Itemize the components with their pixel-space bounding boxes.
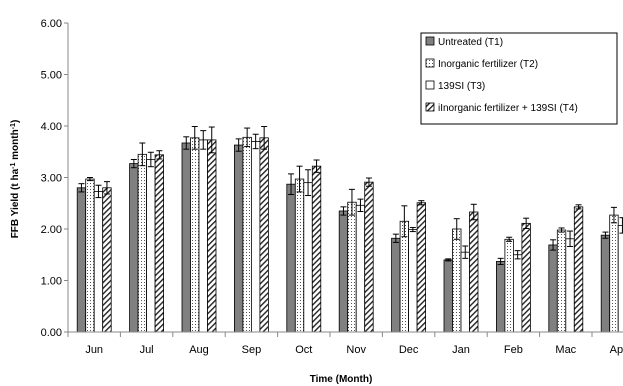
bar-3-mac xyxy=(565,238,575,333)
y-axis-title-mid: month xyxy=(10,129,21,162)
bar-1-sep xyxy=(233,144,244,333)
y-axis-title-end: ) xyxy=(10,120,21,123)
legend-label-4: iInorganic fertilizer + 139SI (T4) xyxy=(438,103,578,114)
x-tick-label: Jun xyxy=(85,344,103,356)
y-tick-label: 2.00 xyxy=(41,224,62,236)
bar-4-jan xyxy=(469,211,479,333)
bar-2-jun xyxy=(85,178,95,333)
bar-1-nov xyxy=(338,210,349,333)
bar-1-feb xyxy=(495,261,506,333)
y-axis-title-base: FFB Yield (t ha xyxy=(10,168,21,238)
bar-4-aug xyxy=(207,139,217,333)
bar-2-jul xyxy=(137,153,148,333)
bar-2-apr xyxy=(609,214,619,333)
x-tick-label: Dec xyxy=(399,344,419,356)
bar-1-aug xyxy=(181,142,191,333)
bar-4-nov xyxy=(364,181,374,333)
bar-2-feb xyxy=(504,238,514,333)
bar-1-dec xyxy=(391,237,401,333)
bar-4-sep xyxy=(259,137,269,333)
y-tick-label: 5.00 xyxy=(41,70,62,82)
bar-3-jun xyxy=(93,191,104,333)
bar-2-sep xyxy=(242,136,252,333)
bar-1-mac xyxy=(548,244,558,333)
legend-swatch-3 xyxy=(425,80,435,90)
bar-3-jul xyxy=(146,159,156,333)
legend-box xyxy=(420,32,618,125)
x-tick-label: Jan xyxy=(452,344,470,356)
x-tick-label: Mac xyxy=(555,344,576,356)
x-tick-label: Nov xyxy=(346,344,366,356)
bar-4-jul xyxy=(154,154,165,333)
bar-3-jan xyxy=(460,251,470,333)
legend-swatch-4 xyxy=(425,102,435,112)
bar-2-dec xyxy=(399,220,410,333)
bar-3-apr xyxy=(617,224,623,333)
x-tick-label: Apr xyxy=(610,344,623,356)
x-tick-label: Oct xyxy=(295,344,312,356)
legend-label-2: Inorganic fertilizer (T2) xyxy=(438,59,538,70)
bar-4-feb xyxy=(521,222,531,333)
legend-swatch-1 xyxy=(425,36,435,46)
bar-3-sep xyxy=(250,141,261,333)
legend-label-1: Untreated (T1) xyxy=(438,37,503,48)
bar-2-nov xyxy=(347,201,357,333)
x-tick-label: Aug xyxy=(189,344,209,356)
y-tick-label: 0.00 xyxy=(41,327,62,339)
bar-1-jan xyxy=(443,259,453,333)
bar-4-dec xyxy=(416,202,427,333)
y-axis-title-sup1: -1 xyxy=(10,163,17,169)
bar-3-oct xyxy=(303,182,313,333)
bar-1-apr xyxy=(600,234,611,333)
x-tick-label: Jul xyxy=(140,344,154,356)
bar-4-mac xyxy=(573,206,584,333)
x-tick-label: Feb xyxy=(504,344,523,356)
bar-2-jan xyxy=(452,228,462,333)
legend: Untreated (T1) Inorganic fertilizer (T2) 1… xyxy=(420,32,618,125)
y-tick-label: 3.00 xyxy=(41,173,62,185)
plot-area: 0.00 1.00 2.00 3.00 4.00 5.00 6.00 Jun Jul Aug Sep… xyxy=(41,18,623,356)
bar-2-oct xyxy=(294,178,305,333)
y-tick-label: 4.00 xyxy=(41,121,62,133)
bar-4-oct xyxy=(311,165,322,333)
bar-1-jun xyxy=(76,187,87,333)
y-axis-title: FFB Yield (t ha-1 month-1) xyxy=(10,120,22,239)
y-tick-label: 6.00 xyxy=(41,18,62,30)
bar-3-aug xyxy=(198,139,208,333)
legend-label-3: 139SI (T3) xyxy=(438,81,485,92)
x-axis-title: Time (Month) xyxy=(310,374,373,385)
y-tick-label: 1.00 xyxy=(41,276,62,288)
bar-3-dec xyxy=(408,229,418,333)
bar-2-aug xyxy=(190,137,200,333)
bar-3-nov xyxy=(355,204,366,333)
bar-1-oct xyxy=(286,183,296,333)
bar-1-jul xyxy=(129,163,139,333)
x-tick-label: Sep xyxy=(242,344,262,356)
bar-3-feb xyxy=(513,254,523,333)
legend-swatch-2 xyxy=(425,58,435,68)
bar-2-mac xyxy=(556,229,567,333)
bar-4-jun xyxy=(102,187,112,333)
y-axis-title-sup2: -1 xyxy=(10,123,17,129)
